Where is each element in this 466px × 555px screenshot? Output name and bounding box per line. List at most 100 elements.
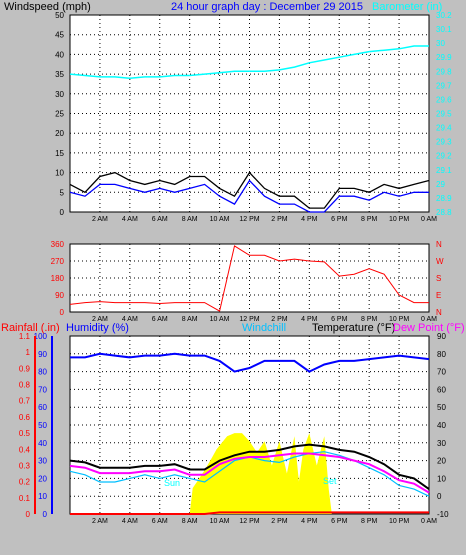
x-tick-label: 2 PM (271, 216, 288, 223)
wind-tick-label: 5 (60, 188, 65, 197)
compass-tick-label: S (436, 274, 441, 283)
x-tick-label: 2 AM (92, 216, 108, 223)
barometer-line (69, 45, 429, 80)
sunrise-marker: Sun (164, 478, 180, 488)
wind-tick-label: 45 (55, 31, 64, 40)
direction-tick-label: 0 (60, 308, 65, 317)
temperature-tick-label: 10 (437, 474, 446, 483)
wind-tick-label: 15 (55, 149, 64, 158)
x-tick-label: 4 PM (301, 316, 318, 323)
rain-tick-label: 0.8 (19, 381, 31, 390)
rain-tick-label: 0.7 (19, 397, 31, 406)
barometer-tick-label: 30 (436, 39, 445, 48)
x-tick-label: 10 PM (389, 216, 409, 223)
barometer-tick-label: 29.5 (436, 110, 452, 119)
x-tick-label: 8 PM (361, 518, 378, 525)
wind-direction-plot-area (69, 243, 430, 313)
humidity-tick-label: 70 (38, 385, 47, 394)
x-tick-label: 8 AM (182, 518, 198, 525)
barometer-tick-label: 30.1 (436, 25, 452, 34)
windspeed-axis-label: Windspeed (mph) (4, 1, 91, 13)
temperature-line (69, 443, 430, 490)
chart-title: 24 hour graph day : December 29 2015 (171, 1, 363, 13)
temperature-tick-label: 80 (437, 350, 446, 359)
wind-tick-label: 30 (55, 90, 64, 99)
wind-tick-label: 50 (55, 11, 64, 20)
humidity-tick-label: 30 (38, 457, 47, 466)
x-tick-label: 4 PM (301, 216, 318, 223)
humidity-tick-label: 50 (38, 421, 47, 430)
x-tick-label: 10 AM (210, 316, 230, 323)
humidity-tick-label: 10 (38, 492, 47, 501)
temperature-tick-label: 70 (437, 368, 446, 377)
x-tick-label: 10 PM (389, 518, 409, 525)
x-tick-label: 12 PM (239, 518, 259, 525)
x-tick-label: 12 PM (239, 316, 259, 323)
x-tick-label: 2 AM (92, 316, 108, 323)
humidity-tick-label: 100 (34, 332, 48, 341)
rain-tick-label: 0.4 (19, 445, 31, 454)
grid (70, 15, 429, 514)
compass-tick-label: N (436, 240, 442, 249)
barometer-tick-label: 29.2 (436, 152, 452, 161)
wind-avg-line (69, 179, 429, 213)
x-tick-label: 2 PM (271, 316, 288, 323)
temperature-tick-label: 30 (437, 439, 446, 448)
x-tick-label: 4 AM (122, 216, 138, 223)
compass-tick-label: E (436, 291, 441, 300)
x-tick-label: 8 AM (182, 316, 198, 323)
humidity-tick-label: 40 (38, 439, 47, 448)
x-tick-label: 4 AM (122, 518, 138, 525)
compass-tick-label: N (436, 308, 442, 317)
axes: 0510152025303540455028.828.92929.129.229… (19, 11, 452, 519)
x-tick-label: 6 AM (152, 518, 168, 525)
wind-direction-line (69, 245, 429, 312)
humidity-tick-label: 90 (38, 350, 47, 359)
temp-humidity-series (69, 352, 430, 515)
dewpoint-line (69, 452, 430, 494)
x-tick-label: 4 PM (301, 518, 318, 525)
barometer-tick-label: 29.7 (436, 81, 452, 90)
wind-tick-label: 10 (55, 169, 64, 178)
rain-tick-label: 0.5 (19, 429, 31, 438)
temperature-tick-label: 50 (437, 403, 446, 412)
rain-tick-label: 1 (26, 348, 31, 357)
wind-tick-label: 0 (60, 208, 65, 217)
barometer-tick-label: 28.9 (436, 194, 452, 203)
x-tick-label: 8 PM (361, 216, 378, 223)
wind-tick-label: 40 (55, 50, 64, 59)
humidity-tick-label: 20 (38, 474, 47, 483)
x-tick-label: 0 AM (421, 216, 437, 223)
temperature-tick-label: 20 (437, 457, 446, 466)
x-tick-label: 6 AM (152, 316, 168, 323)
temperature-tick-label: 90 (437, 332, 446, 341)
x-tick-label: 8 PM (361, 316, 378, 323)
x-tick-label: 0 AM (421, 316, 437, 323)
sunset-marker: Set (323, 476, 337, 486)
rainfall-line (70, 511, 429, 515)
barometer-tick-label: 29 (436, 180, 445, 189)
temperature-tick-label: 0 (437, 492, 442, 501)
barometer-axis-label: Barometer (in) (372, 1, 442, 13)
x-axis-ticks: 2 AM 4 AM 6 AM 8 AM 10 AM 12 PM 2 PM 4 PM 6 PM 8 … (92, 216, 437, 525)
barometer-tick-label: 29.6 (436, 95, 452, 104)
humidity-tick-label: 0 (43, 510, 48, 519)
barometer-tick-label: 29.9 (436, 53, 452, 62)
dewpoint-label: Dew Point (°F) (393, 322, 465, 334)
wind-baro-plot-area (69, 14, 430, 213)
temperature-axis-label: Temperature (°F) (312, 322, 395, 334)
wind-baro-series (69, 45, 430, 213)
x-tick-label: 6 PM (331, 316, 348, 323)
direction-tick-label: 180 (51, 274, 65, 283)
humidity-tick-label: 60 (38, 403, 47, 412)
humidity-line (70, 352, 430, 373)
wind-tick-label: 20 (55, 129, 64, 138)
temperature-tick-label: 60 (437, 385, 446, 394)
wind-tick-label: 35 (55, 70, 64, 79)
rain-tick-label: 0 (26, 510, 31, 519)
humidity-axis-label: Humidity (%) (66, 322, 129, 334)
barometer-tick-label: 29.3 (436, 138, 452, 147)
wind-direction-series (69, 245, 429, 312)
temperature-tick-label: 40 (437, 421, 446, 430)
